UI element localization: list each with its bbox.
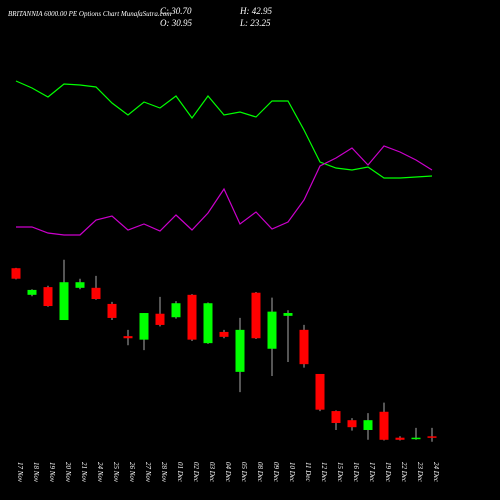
candle-body <box>27 289 37 295</box>
x-tick-label: 24 Dec <box>432 462 440 483</box>
candle-body <box>187 294 197 340</box>
candle-body <box>283 313 293 316</box>
x-tick-label: 02 Dec <box>192 462 200 483</box>
candle-body <box>395 437 405 440</box>
candle-body <box>123 336 133 339</box>
candle-body <box>315 373 325 410</box>
candle-body <box>267 311 277 349</box>
chart-title: BRITANNIA 6000.00 PE Options Chart Munaf… <box>8 10 171 18</box>
x-tick-label: 17 Dec <box>368 462 376 483</box>
x-tick-label: 15 Dec <box>336 462 344 483</box>
candle-body <box>347 420 357 428</box>
high-label: H: 42.95 <box>239 6 272 16</box>
x-tick-label: 10 Dec <box>288 462 296 483</box>
x-tick-label: 28 Nov <box>160 462 168 483</box>
x-tick-label: 26 Nov <box>128 462 136 483</box>
candle-body <box>107 303 117 318</box>
x-tick-label: 11 Dec <box>304 462 312 482</box>
candle-body <box>171 303 181 318</box>
x-tick-label: 24 Nov <box>96 462 104 483</box>
x-tick-label: 18 Nov <box>32 462 40 483</box>
candle-body <box>251 292 261 339</box>
x-tick-label: 25 Nov <box>112 462 120 483</box>
x-tick-label: 01 Dec <box>176 462 184 483</box>
candle-body <box>235 329 245 372</box>
x-tick-label: 19 Nov <box>48 462 56 483</box>
x-tick-label: 19 Dec <box>384 462 392 483</box>
x-tick-label: 05 Dec <box>240 462 248 483</box>
x-tick-label: 16 Dec <box>352 462 360 483</box>
x-tick-label: 21 Nov <box>80 462 88 483</box>
open-label: O: 30.95 <box>160 18 192 28</box>
candle-body <box>219 331 229 337</box>
x-tick-label: 12 Dec <box>320 462 328 483</box>
x-tick-label: 23 Dec <box>416 462 424 483</box>
low-label: L: 23.25 <box>239 18 271 28</box>
candle-body <box>139 313 149 340</box>
candle-body <box>75 282 85 288</box>
candle-body <box>91 287 101 300</box>
candle-body <box>155 313 165 325</box>
indicator-line <box>16 145 433 236</box>
candle-body <box>299 329 309 365</box>
candle-body <box>411 437 421 440</box>
x-tick-label: 08 Dec <box>256 462 264 483</box>
candle-body <box>59 282 69 321</box>
candle-body <box>363 420 373 430</box>
candle-body <box>379 411 389 440</box>
x-tick-label: 20 Nov <box>64 462 72 483</box>
x-tick-label: 17 Nov <box>16 462 24 483</box>
candle-body <box>11 268 21 279</box>
candle-body <box>427 436 437 438</box>
x-tick-label: 27 Nov <box>144 462 152 483</box>
x-tick-label: 09 Dec <box>272 462 280 483</box>
x-tick-label: 03 Dec <box>208 462 216 483</box>
candle-body <box>43 287 53 307</box>
indicator-line <box>15 80 433 179</box>
close-label: C: 30.70 <box>160 6 192 16</box>
x-tick-label: 04 Dec <box>224 462 232 483</box>
candle-body <box>331 411 341 423</box>
candle-body <box>203 303 213 344</box>
x-tick-label: 22 Dec <box>400 462 408 483</box>
